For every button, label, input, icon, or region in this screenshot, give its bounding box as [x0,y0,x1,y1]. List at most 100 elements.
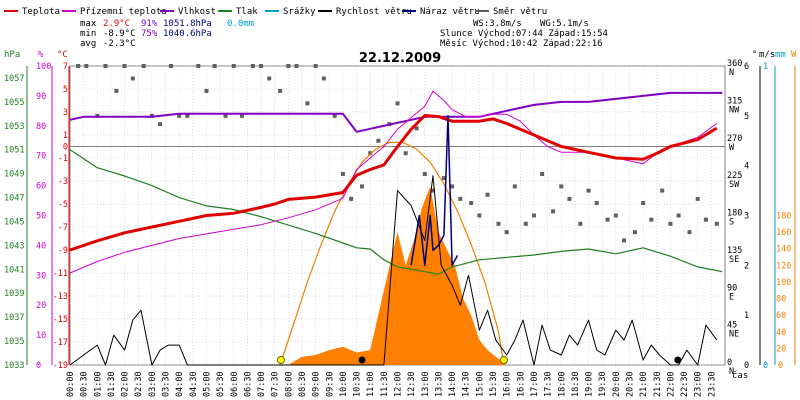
wind-direction-point [204,88,209,93]
humidity-line [69,91,723,133]
wind-direction-point [305,101,310,106]
y-tick-solar: 160 [776,228,791,238]
wind-direction-point [122,64,127,68]
legend-label: Tlak [236,7,258,17]
y-tick-wind-direction: 90 [727,283,737,293]
y-tick-temperature: -15 [53,315,68,325]
legend-label: Vlhkost [178,7,216,17]
wind-direction-point [458,196,463,201]
wind-direction-point [141,64,146,68]
x-tick-label: 05:00 [202,371,212,397]
wind-direction-point [103,64,108,68]
wind-gust-line [410,115,459,267]
x-tick-label: 03:30 [162,371,172,397]
legend-label: Srážky [283,7,316,17]
wind-direction-point [286,64,291,68]
y-tick-temperature: -17 [53,338,68,348]
wind-direction-point [605,217,610,222]
stats-max-pressure: 1051.8hPa [163,19,212,29]
wind-direction-point [250,64,255,68]
x-tick-label: 19:30 [598,371,608,397]
y-tick-temperature: -5 [58,200,68,210]
stats-min-label: min [80,29,96,39]
y-tick-pressure: 1037 [4,313,24,323]
axis-header-percent: % [38,50,44,60]
wind-direction-point [485,192,490,197]
wind-direction-point [231,64,236,68]
wind-direction-point [278,88,283,93]
stats-block: max min avg 2.9°C -8.9°C -2.3°C 91% 75% … [80,19,608,49]
y-tick-solar: 0 [778,361,783,371]
x-tick-label: 14:00 [448,371,458,397]
wind-direction-point [622,238,627,243]
wind-direction-point [551,209,556,214]
x-tick-label: 23:30 [707,371,717,397]
y-tick-pressure: 1055 [4,98,24,108]
legend: Teplota Přízemní teplota Vlhkost Tlak Srážky… [4,7,547,17]
y-tick-solar: 20 [776,344,786,354]
wind-direction-point [223,113,228,118]
y-tick-humidity: 90 [36,92,46,102]
stats-min-humidity: 75% [141,29,158,39]
y-tick-wind-direction: 180 [727,209,742,219]
wind-direction-point [668,221,673,226]
legend-label: Náraz větru [420,7,480,17]
wind-direction-point [212,64,217,68]
wind-direction-point [687,230,692,235]
wind-direction-point [76,64,81,68]
y-tick-solar: 120 [776,261,791,271]
stats-max-label: max [80,19,97,29]
y-tick-temperature: -13 [53,292,68,302]
y-tick-temperature: -1 [58,154,68,164]
y-tick-wind-direction: 45 [727,321,737,331]
wind-direction-point [512,184,517,189]
y-tick-pressure: 1035 [4,337,24,347]
axis-header-hpa: hPa [4,50,20,60]
wind-direction-point [504,230,509,235]
wind-direction-point [540,171,545,176]
y-tick-wind-speed: 6 [744,62,749,72]
wind-direction-point [641,201,646,206]
solar-radiation-area [288,186,507,365]
y-tick-temperature: -9 [58,246,68,256]
x-tick-label: 09:30 [325,371,335,397]
x-tick-label: 06:30 [243,371,253,397]
wind-direction-point [469,201,474,206]
y-tick-temperature: 5 [63,85,68,95]
y-tick-compass: NE [729,330,739,340]
y-tick-pressure: 1051 [4,146,24,156]
x-tick-label: 21:00 [639,371,649,397]
x-tick-label: 11:00 [366,371,376,397]
x-tick-label: 00:00 [66,371,76,397]
x-tick-label: 04:30 [189,371,199,397]
wind-direction-point [340,171,345,176]
x-tick-label: 12:00 [394,371,404,397]
wind-direction-point [332,113,337,118]
wind-direction-point [649,217,654,222]
y-tick-compass: E [729,292,734,302]
wind-direction-point [130,76,135,81]
y-tick-humidity: 70 [36,152,46,162]
y-tick-humidity: 80 [36,122,46,132]
y-tick-precip: 0 [763,361,768,371]
x-tick-label: 10:30 [353,371,363,397]
x-tick-label: 17:00 [530,371,540,397]
sun-event-marker [276,356,285,364]
wind-direction-point [578,221,583,226]
axes-group: 00:00 00:30 01:00 01:30 02:00 02:30 03:00 03:30… [4,59,796,397]
wind-direction-point [158,122,163,127]
wind-direction-point [632,230,637,235]
x-tick-label: 20:00 [612,371,622,397]
y-tick-temperature: 0 [63,143,68,153]
wind-direction-point [714,221,719,226]
pressure-line [69,149,723,275]
wind-direction-point [450,184,455,189]
stats-wind-gust: WG:5.1m/s [540,19,589,29]
wind-direction-point [313,64,318,68]
y-tick-pressure: 1039 [4,289,24,299]
wind-direction-point [376,138,381,143]
axis-header-w: W [791,50,797,60]
wind-direction-point [660,188,665,193]
x-tick-label: 22:30 [680,371,690,397]
